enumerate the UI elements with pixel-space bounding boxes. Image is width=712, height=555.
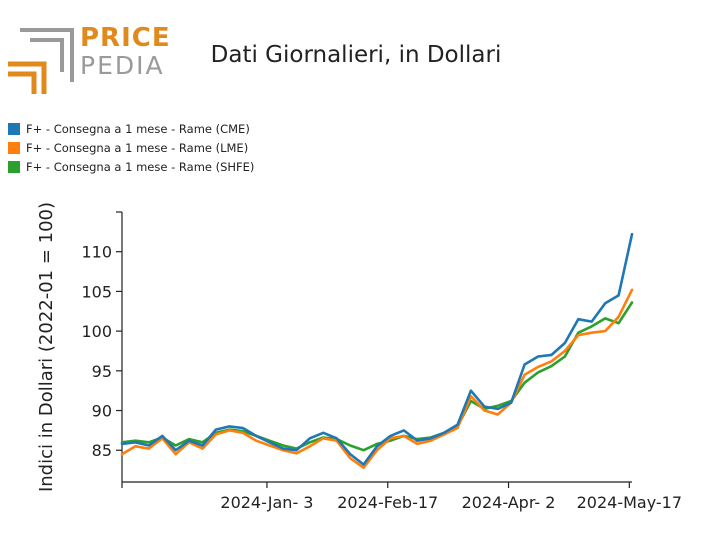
series-line-cme: [120, 232, 634, 466]
legend: F+ - Consegna a 1 mese - Rame (CME) F+ -…: [8, 119, 254, 176]
y-tick-label: 95: [92, 362, 112, 381]
x-tick-label: 2024-May-17: [577, 493, 682, 512]
x-tick-label: 2024-Feb-17: [337, 493, 438, 512]
legend-label-shfe: F+ - Consegna a 1 mese - Rame (SHFE): [26, 159, 255, 174]
series-line-shfe: [120, 301, 634, 452]
x-tick-label: 2024-Jan- 3: [220, 493, 313, 512]
pricepedia-logo: [8, 28, 74, 94]
x-tick-label: 2024-Apr- 2: [462, 493, 556, 512]
legend-swatch-shfe: [8, 160, 20, 173]
logo-text-price: PRICE: [80, 23, 171, 53]
legend-swatch-cme: [8, 122, 20, 135]
legend-label-lme: F+ - Consegna a 1 mese - Rame (LME): [26, 140, 249, 155]
chart-title: Dati Giornalieri, in Dollari: [210, 42, 502, 68]
y-axis-title: Indici in Dollari (2022-01 = 100): [36, 202, 57, 492]
legend-label-cme: F+ - Consegna a 1 mese - Rame (CME): [26, 121, 250, 136]
y-tick-label: 85: [92, 441, 112, 460]
y-tick-label: 105: [81, 282, 112, 301]
y-tick-label: 110: [81, 243, 112, 262]
y-tick-label: 90: [92, 402, 112, 421]
legend-item-cme[interactable]: F+ - Consegna a 1 mese - Rame (CME): [8, 119, 254, 138]
legend-swatch-lme: [8, 141, 20, 154]
y-tick-label: 100: [81, 322, 112, 341]
logo-text-pedia: PEDIA: [80, 51, 165, 80]
series-line-lme: [120, 288, 634, 470]
legend-item-shfe[interactable]: F+ - Consegna a 1 mese - Rame (SHFE): [8, 157, 254, 176]
legend-item-lme[interactable]: F+ - Consegna a 1 mese - Rame (LME): [8, 138, 254, 157]
logo-mark-icon: [8, 28, 74, 94]
